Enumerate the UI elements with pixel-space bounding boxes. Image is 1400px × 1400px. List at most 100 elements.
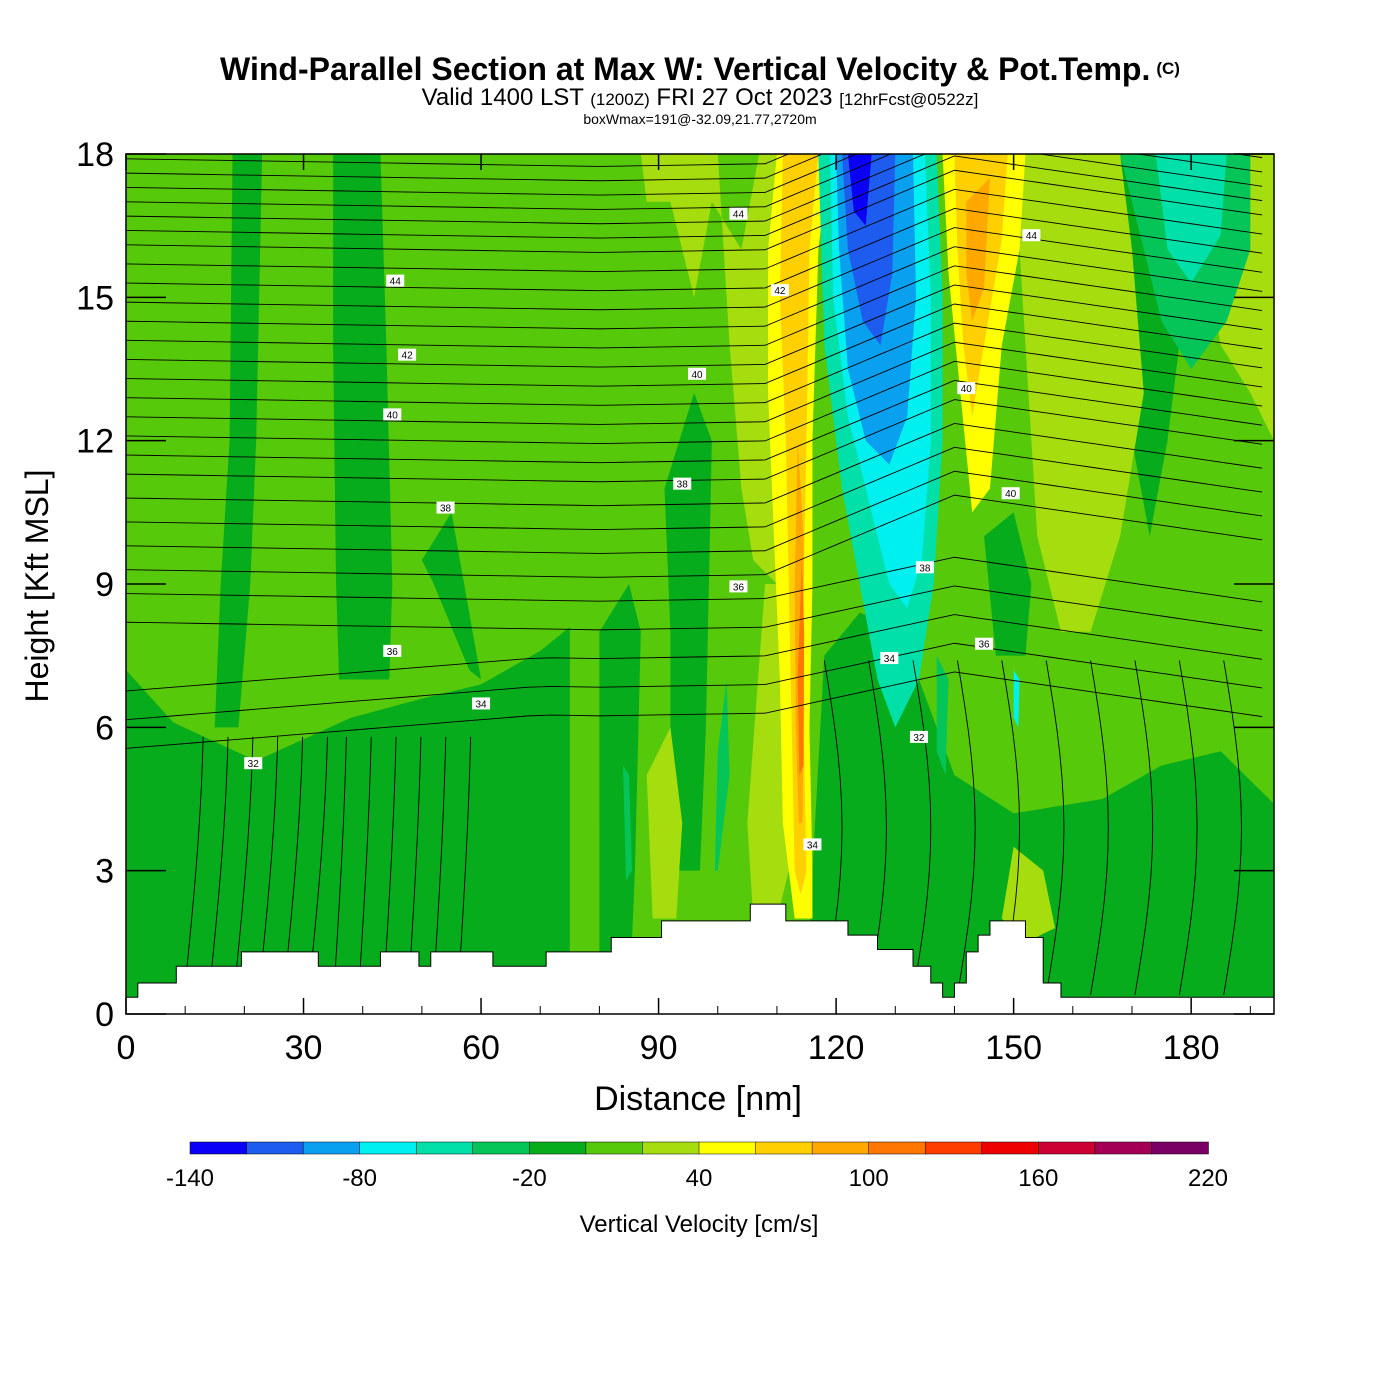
theta-contour — [126, 380, 1263, 464]
contour-label-bg — [383, 644, 402, 657]
theta-contour — [1134, 660, 1154, 995]
velocity-region — [333, 154, 393, 680]
y-tick-label: 0 — [95, 996, 114, 1034]
theta-contour — [126, 423, 1263, 507]
colorbar-tick-label: 160 — [1018, 1165, 1058, 1192]
theta-contour — [126, 227, 1263, 311]
velocity-region — [806, 612, 1274, 1014]
terrain — [126, 903, 1274, 1014]
colorbar-tick-label: 220 — [1188, 1165, 1228, 1192]
colorbar-swatch — [755, 1141, 813, 1155]
colorbar-swatch — [698, 1141, 757, 1155]
contour-label: 32 — [248, 759, 260, 770]
velocity-region — [1013, 154, 1144, 632]
velocity-region — [640, 154, 795, 584]
contour-label: 40 — [1005, 489, 1017, 500]
y-tick-label: 9 — [95, 566, 114, 604]
theta-contour — [126, 246, 1263, 330]
theta-contour — [308, 736, 328, 986]
x-axis-label: Distance [nm] — [594, 1080, 802, 1118]
theta-contour — [126, 556, 1263, 603]
colorbar-swatch — [189, 1141, 248, 1155]
velocity-region — [664, 392, 712, 871]
contour-label-bg — [803, 838, 822, 851]
velocity-region — [599, 584, 641, 1014]
theta-contour — [126, 341, 1263, 425]
y-tick-label: 12 — [76, 423, 114, 461]
colorbar-swatch — [246, 1141, 304, 1155]
contour-label: 40 — [961, 384, 973, 395]
theta-contour — [284, 736, 304, 986]
theta-contour — [126, 188, 1263, 272]
y-tick-label: 6 — [95, 709, 114, 747]
contour-label: 36 — [387, 647, 399, 658]
y-tick-label: 18 — [76, 136, 114, 174]
velocity-region — [797, 560, 805, 776]
theta-contour — [126, 399, 1263, 483]
chart-title-text: Wind-Parallel Section at Max W: Vertical… — [220, 51, 1151, 87]
theta-contours — [126, 154, 1263, 995]
colorbar-swatch — [1151, 1141, 1209, 1155]
contour-label: 36 — [978, 640, 990, 651]
contour-label-bg — [729, 207, 748, 220]
theta-contour — [956, 660, 976, 995]
contour-label-bg — [915, 561, 934, 574]
theta-contour — [126, 154, 1263, 196]
contour-label-bg — [436, 501, 455, 514]
colorbar-swatch — [415, 1141, 474, 1155]
contour-labels: 44 44 44 42 42 40 40 40 40 38 38 38 36 36 36 34 34 34 32 32 — [244, 207, 1041, 851]
terrain-profile — [126, 903, 1274, 1014]
theta-contour — [234, 736, 254, 986]
contour-label-bg — [880, 652, 899, 665]
contour-label: 42 — [402, 351, 414, 362]
velocity-region — [1155, 154, 1227, 283]
contour-label: 40 — [387, 410, 399, 421]
theta-contour — [126, 155, 1263, 239]
colorbar-tick-label: 100 — [849, 1165, 889, 1192]
colorbar-swatch — [472, 1141, 531, 1155]
theta-contour — [126, 585, 1263, 632]
valid-date: FRI 27 Oct 2023 — [656, 84, 833, 111]
theta-contour — [259, 736, 279, 986]
contour-label: 34 — [475, 699, 487, 710]
theta-contour — [126, 322, 1263, 406]
contour-label: 38 — [440, 504, 452, 515]
velocity-region — [714, 679, 730, 871]
velocity-region — [126, 627, 570, 1014]
theta-contour — [126, 671, 1263, 749]
contour-label: 38 — [677, 480, 689, 491]
velocity-region — [1013, 670, 1020, 728]
velocity-region — [1001, 846, 1056, 943]
colorbar-swatch — [642, 1141, 700, 1155]
contour-label-bg — [975, 637, 994, 650]
x-tick-label: 90 — [640, 1029, 678, 1067]
theta-contour — [126, 494, 1263, 578]
valid-utc: (1200Z) — [590, 90, 650, 109]
contour-label: 38 — [919, 563, 931, 574]
forecast-info: [12hrFcst@0522z] — [839, 90, 979, 109]
theta-contour — [126, 154, 824, 182]
theta-contour — [126, 154, 1263, 210]
theta-contour — [126, 169, 1263, 253]
theta-contour — [126, 154, 790, 167]
theta-contour — [126, 154, 1263, 225]
colorbar-swatch — [529, 1141, 587, 1155]
velocity-field — [126, 154, 1274, 1014]
colorbar-tick-label: -80 — [342, 1165, 377, 1192]
theta-contour — [126, 360, 1263, 444]
theta-contour — [408, 736, 422, 986]
contour-label: 34 — [807, 840, 819, 851]
chart-header: Wind-Parallel Section at Max W: Vertical… — [0, 52, 1400, 126]
colorbar-swatch — [1094, 1141, 1153, 1155]
contour-label: 44 — [1026, 231, 1038, 242]
contour-label-bg — [386, 274, 405, 287]
colorbar-tick-label: 40 — [686, 1165, 713, 1192]
valid-time: Valid 1400 LST — [421, 84, 584, 111]
theta-contour — [1090, 660, 1109, 995]
contour-label-bg — [244, 757, 263, 770]
theta-contour — [184, 736, 204, 986]
colorbar: -140 -80 -20 40 100 160 220 Vertical Velocity [… — [166, 1141, 1228, 1238]
theta-contour — [126, 642, 1263, 721]
